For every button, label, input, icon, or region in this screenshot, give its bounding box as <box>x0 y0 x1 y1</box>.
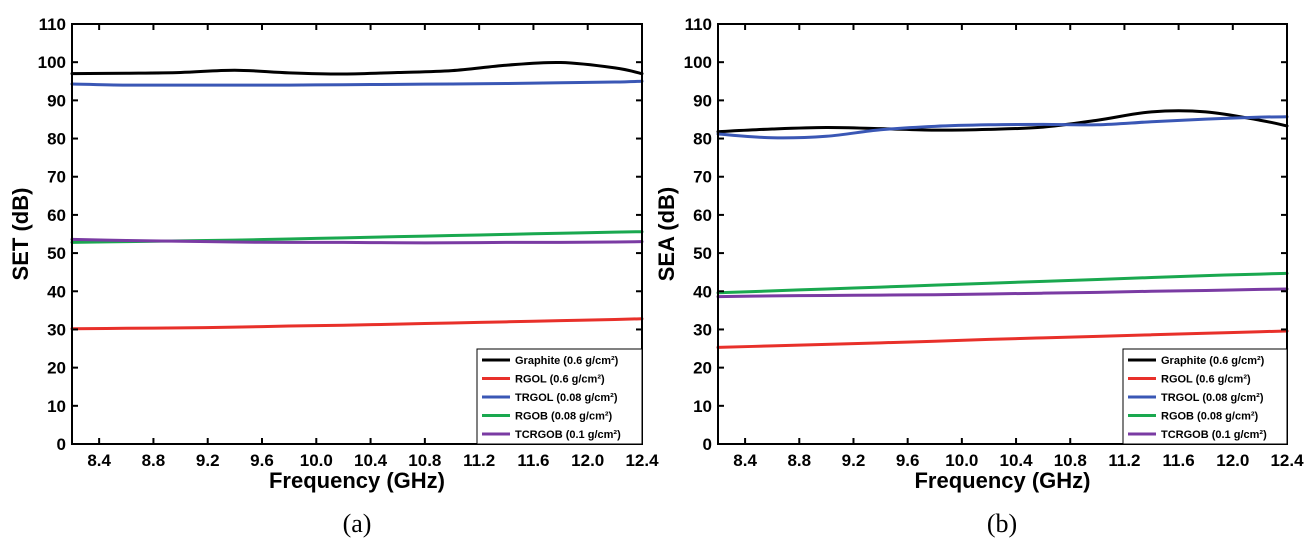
x-tick-label: 11.6 <box>1163 451 1195 470</box>
panel-label: (b) <box>987 509 1017 538</box>
x-tick-label: 10.4 <box>1000 451 1034 470</box>
x-tick-label: 10.8 <box>1054 451 1087 470</box>
x-tick-label: 8.4 <box>87 451 111 470</box>
legend: Graphite (0.6 g/cm²) RGOL (0.6 g/cm²) TRGO… <box>1122 348 1288 445</box>
y-tick-label: 0 <box>57 435 66 454</box>
y-tick-label: 10 <box>693 397 712 416</box>
x-tick-label: 10.8 <box>408 451 441 470</box>
x-tick-label: 10.0 <box>945 451 978 470</box>
x-axis-title: Frequency (GHz) <box>914 468 1090 493</box>
chart-panel-1: 0 10 20 30 40 50 60 70 80 90 100 110 8.4 8.8 9.2 9.6 10.… <box>8 15 659 538</box>
x-tick-label: 8.4 <box>733 451 757 470</box>
legend-entry-trgol: TRGOL (0.08 g/cm²) <box>1161 392 1264 404</box>
legend-entry-trgol: TRGOL (0.08 g/cm²) <box>515 392 618 404</box>
y-tick-label: 80 <box>47 130 66 149</box>
y-tick-label: 80 <box>693 130 712 149</box>
y-tick-label: 110 <box>685 15 712 34</box>
series-line-tcrgob <box>70 237 644 245</box>
x-tick-label: 12.4 <box>1270 451 1304 470</box>
series-line-trgol <box>70 79 644 87</box>
series-line-tcrgob <box>716 287 1289 299</box>
x-tick-label: 9.2 <box>196 451 220 470</box>
x-tick-label: 10.4 <box>354 451 388 470</box>
legend-entry-tcrgob: TCRGOB (0.1 g/cm²) <box>1161 429 1267 441</box>
y-tick-label: 20 <box>693 359 712 378</box>
x-tick-label: 11.6 <box>517 451 549 470</box>
x-tick-label: 8.8 <box>142 451 166 470</box>
legend-entry-rgol: RGOL (0.6 g/cm²) <box>1161 374 1251 386</box>
x-tick-label: 9.6 <box>896 451 920 470</box>
x-axis-title: Frequency (GHz) <box>269 468 445 493</box>
x-tick-label: 9.2 <box>842 451 866 470</box>
legend-entry-graphite: Graphite (0.6 g/cm²) <box>515 355 619 367</box>
series-line-rgol <box>716 329 1289 349</box>
legend: Graphite (0.6 g/cm²) RGOL (0.6 g/cm²) TRGO… <box>476 348 643 445</box>
y-tick-label: 60 <box>693 206 712 225</box>
y-tick-label: 10 <box>47 397 66 416</box>
series-line-trgol <box>716 115 1289 140</box>
series-line-graphite <box>70 60 644 76</box>
series-line-rgob <box>716 271 1289 295</box>
series-line-graphite <box>716 109 1289 134</box>
y-tick-label: 40 <box>693 282 712 301</box>
x-tick-label: 8.8 <box>787 451 811 470</box>
y-tick-label: 70 <box>47 168 66 187</box>
y-tick-label: 90 <box>693 91 712 110</box>
x-tick-label: 12.0 <box>571 451 604 470</box>
panel-label: (a) <box>343 509 372 538</box>
y-tick-label: 100 <box>38 53 66 72</box>
x-tick-label: 9.6 <box>250 451 274 470</box>
y-axis-title: SET (dB) <box>8 188 33 281</box>
plot-frame <box>717 23 1288 445</box>
y-tick-label: 30 <box>693 320 712 339</box>
series-line-rgol <box>70 317 644 331</box>
legend-entry-rgob: RGOB (0.08 g/cm²) <box>1161 411 1259 423</box>
legend-entry-graphite: Graphite (0.6 g/cm²) <box>1161 355 1265 367</box>
x-tick-label: 11.2 <box>1108 451 1140 470</box>
legend-entry-tcrgob: TCRGOB (0.1 g/cm²) <box>515 429 621 441</box>
chart-panel-2: 0 10 20 30 40 50 60 70 80 90 100 110 8.4 8.8 9.2 9.6 10.… <box>654 15 1304 538</box>
y-tick-label: 20 <box>47 359 66 378</box>
y-tick-label: 30 <box>47 320 66 339</box>
y-tick-label: 110 <box>39 15 66 34</box>
y-tick-label: 50 <box>47 244 66 263</box>
y-tick-label: 60 <box>47 206 66 225</box>
y-tick-label: 40 <box>47 282 66 301</box>
x-tick-label: 11.2 <box>463 451 495 470</box>
y-tick-label: 0 <box>703 435 712 454</box>
x-tick-label: 12.4 <box>625 451 659 470</box>
y-tick-label: 50 <box>693 244 712 263</box>
plot-frame <box>71 23 643 445</box>
x-tick-label: 12.0 <box>1216 451 1249 470</box>
y-tick-label: 100 <box>684 53 712 72</box>
y-tick-label: 70 <box>693 168 712 187</box>
legend-entry-rgol: RGOL (0.6 g/cm²) <box>515 374 605 386</box>
y-tick-label: 90 <box>47 91 66 110</box>
legend-entry-rgob: RGOB (0.08 g/cm²) <box>515 411 613 423</box>
y-axis-title: SEA (dB) <box>654 187 679 282</box>
x-tick-label: 10.0 <box>300 451 333 470</box>
